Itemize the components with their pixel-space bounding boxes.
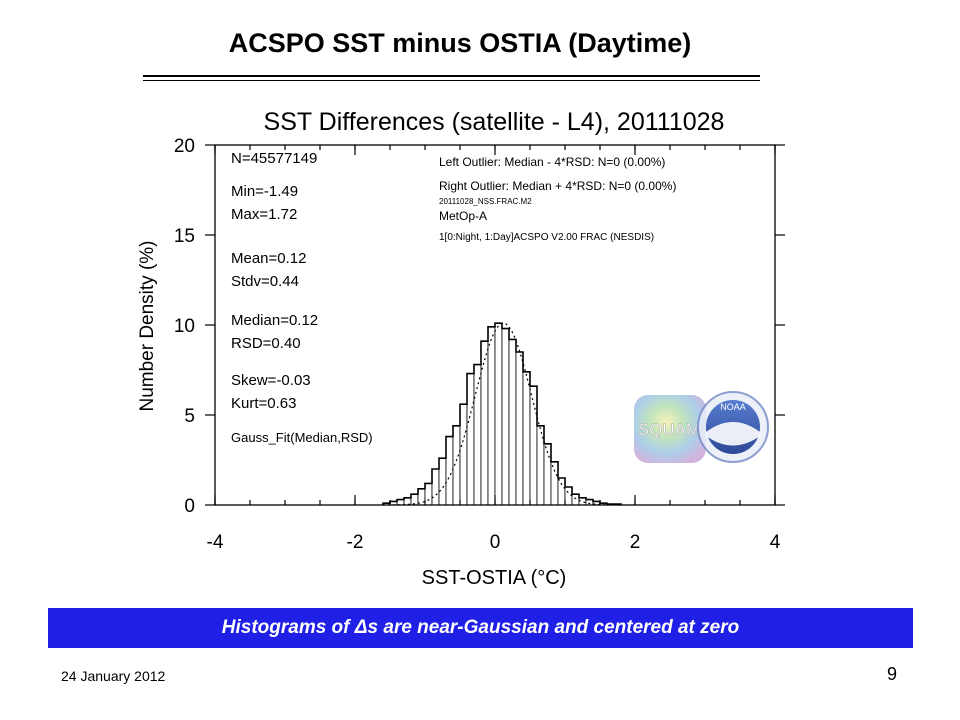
noaa-logo-text: NOAA	[720, 402, 746, 412]
histogram-bar	[459, 403, 468, 506]
x-tick-label: -4	[207, 532, 224, 553]
histogram-bar	[515, 351, 524, 506]
fit-label: Gauss_Fit(Median,RSD)	[231, 430, 373, 445]
squam-logo-text: SQUAM	[638, 420, 700, 439]
x-tick-label: -2	[347, 532, 364, 553]
histogram-bar	[508, 338, 517, 506]
stat-median: Median=0.12	[231, 312, 318, 329]
slide-title: ACSPO SST minus OSTIA (Daytime)	[228, 28, 692, 58]
annotation-line: Left Outlier: Median - 4*RSD: N=0 (0.00%…	[439, 155, 665, 169]
histogram-bar	[445, 436, 454, 506]
annotation-block: Left Outlier: Median - 4*RSD: N=0 (0.00%…	[439, 155, 676, 243]
histogram-bar	[480, 340, 489, 506]
gauss-fit-curve	[383, 322, 624, 506]
noaa-logo: NOAA	[697, 391, 769, 463]
y-tick-label: 15	[174, 226, 195, 247]
histogram-bar	[438, 457, 447, 506]
histogram-bar	[550, 461, 559, 506]
histogram-bar	[466, 373, 475, 506]
histogram-bar	[473, 364, 482, 506]
y-tick-label: 10	[174, 316, 195, 337]
x-tick-label: 0	[490, 532, 501, 553]
histogram-bar	[431, 468, 440, 506]
histogram-bar	[501, 328, 510, 506]
x-tick-labels: -4 -2 0 2 4	[207, 532, 781, 553]
chart-title: SST Differences (satellite - L4), 201110…	[264, 108, 725, 136]
stat-rsd: RSD=0.40	[231, 335, 301, 352]
histogram-bar	[403, 497, 412, 506]
footer-date: 24 January 2012	[61, 668, 166, 684]
stat-skew: Skew=-0.03	[231, 372, 311, 389]
x-tick-label: 2	[630, 532, 641, 553]
title-underline	[143, 75, 760, 77]
annotation-line: 1[0:Night, 1:Day]ACSPO V2.00 FRAC (NESDI…	[439, 232, 654, 243]
annotation-line: MetOp-A	[439, 209, 487, 223]
histogram-bars	[382, 322, 622, 506]
stat-n: N=45577149	[231, 150, 317, 167]
histogram-bar	[564, 486, 573, 506]
squam-logo: SQUAM	[634, 395, 706, 463]
histogram-bar	[487, 326, 496, 506]
histogram-bar	[424, 482, 433, 506]
stat-min: Min=-1.49	[231, 183, 298, 200]
caption-bar: Histograms of Δs are near-Gaussian and c…	[48, 608, 913, 648]
y-tick-labels: 0 5 10 15 20	[174, 136, 195, 517]
histogram-bar	[522, 371, 531, 506]
histogram-bar	[557, 477, 566, 506]
histogram-bar	[571, 493, 580, 506]
stats-block: N=45577149 Min=-1.49 Max=1.72 Mean=0.12 Stdv…	[231, 150, 318, 412]
y-tick-label: 20	[174, 136, 195, 157]
histogram-chart: SST Differences (satellite - L4), 201110…	[137, 108, 785, 589]
stat-kurt: Kurt=0.63	[231, 395, 296, 412]
title-underline-thin	[143, 80, 760, 81]
histogram-bar	[494, 322, 503, 506]
y-tick-label: 0	[184, 496, 195, 517]
stat-max: Max=1.72	[231, 206, 297, 223]
stat-stdv: Stdv=0.44	[231, 273, 299, 290]
histogram-bar	[396, 499, 405, 506]
y-tick-label: 5	[184, 406, 195, 427]
annotation-line: Right Outlier: Median + 4*RSD: N=0 (0.00…	[439, 179, 676, 193]
axis-ticks	[205, 144, 785, 506]
x-tick-label: 4	[770, 532, 781, 553]
stat-mean: Mean=0.12	[231, 250, 306, 267]
x-axis-label: SST-OSTIA (°C)	[422, 567, 567, 589]
annotation-line: 20111028_NSS.FRAC.M2	[439, 197, 532, 206]
histogram-bar	[585, 499, 594, 506]
y-axis-label: Number Density (%)	[137, 240, 158, 411]
page-number: 9	[887, 664, 898, 684]
